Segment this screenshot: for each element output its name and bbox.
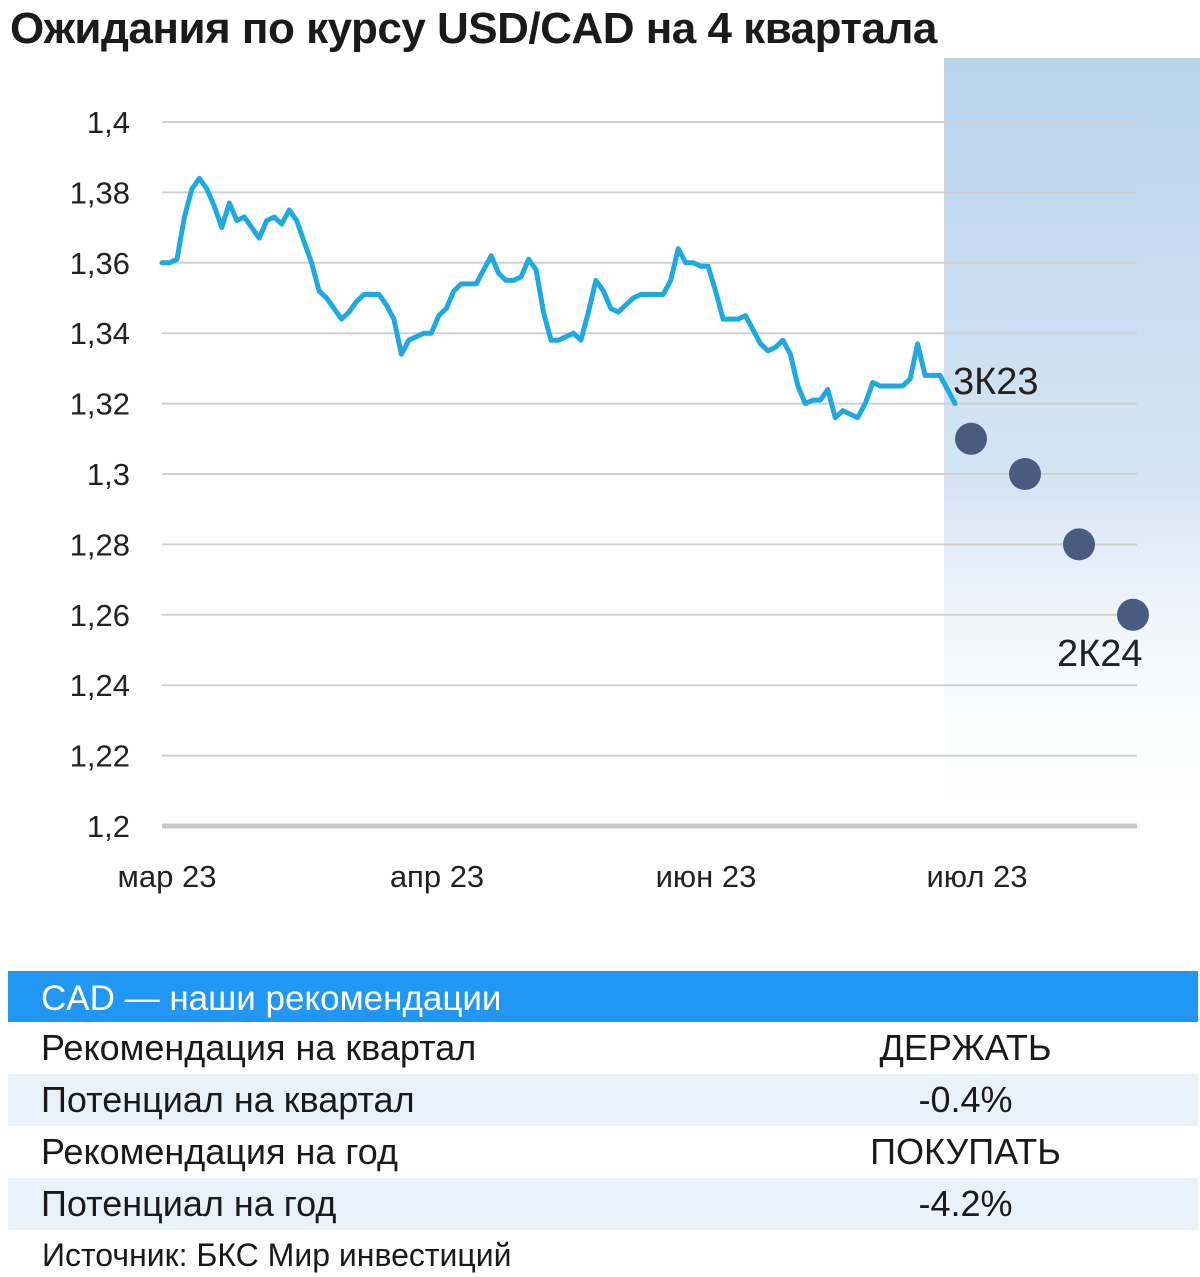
forecast-point	[1117, 598, 1149, 631]
row-label: Потенциал на квартал	[41, 1079, 415, 1120]
table-row: Рекомендация на квартал ДЕРЖАТЬ	[8, 1022, 1198, 1074]
y-tick-label: 1,34	[70, 316, 130, 351]
y-tick-label: 1,4	[87, 105, 130, 140]
row-label: Потенциал на год	[41, 1183, 337, 1224]
forecast-label-start: 3К23	[953, 361, 1039, 403]
y-tick-label: 1,24	[70, 668, 130, 703]
row-value: -0.4%	[918, 1079, 1013, 1120]
y-tick-label: 1,38	[70, 175, 130, 210]
x-tick-label: апр 23	[390, 859, 484, 894]
table-row: Потенциал на год -4.2%	[8, 1178, 1198, 1230]
row-value: -4.2%	[918, 1183, 1013, 1224]
forecast-point	[955, 422, 987, 455]
x-tick-label: июн 23	[656, 859, 757, 894]
source-note: Источник: БКС Мир инвестиций	[42, 1237, 512, 1273]
usd-cad-chart: 1,4 1,38 1,36 1,34 1,32 1,3 1,28 1,26 1,24 1,22 1,…	[70, 58, 1200, 894]
y-tick-label: 1,32	[70, 387, 130, 422]
recommendations-table: CAD — наши рекомендации Рекомендация на …	[8, 971, 1198, 1230]
chart-title: Ожидания по курсу USD/CAD на 4 квартала	[10, 4, 937, 53]
row-label: Рекомендация на квартал	[41, 1027, 477, 1068]
y-tick-label: 1,3	[87, 457, 130, 492]
y-tick-label: 1,2	[87, 809, 130, 844]
y-tick-label: 1,22	[70, 739, 130, 774]
recommendations-header: CAD — наши рекомендации	[8, 971, 1198, 1022]
y-tick-label: 1,28	[70, 527, 130, 562]
row-value: ПОКУПАТЬ	[870, 1131, 1061, 1172]
table-row: Потенциал на квартал -0.4%	[8, 1074, 1198, 1126]
x-tick-label: мар 23	[118, 859, 217, 894]
usd-cad-history-line	[159, 175, 958, 421]
forecast-point	[1063, 528, 1095, 561]
y-tick-label: 1,26	[70, 598, 130, 633]
forecast-band	[944, 58, 1200, 838]
row-label: Рекомендация на год	[41, 1131, 399, 1172]
y-tick-label: 1,36	[70, 246, 130, 281]
row-value: ДЕРЖАТЬ	[879, 1027, 1052, 1068]
forecast-point	[1009, 458, 1041, 490]
x-tick-label: июл 23	[926, 859, 1027, 894]
forecast-label-end: 2К24	[1057, 633, 1143, 675]
table-row: Рекомендация на год ПОКУПАТЬ	[8, 1126, 1198, 1178]
